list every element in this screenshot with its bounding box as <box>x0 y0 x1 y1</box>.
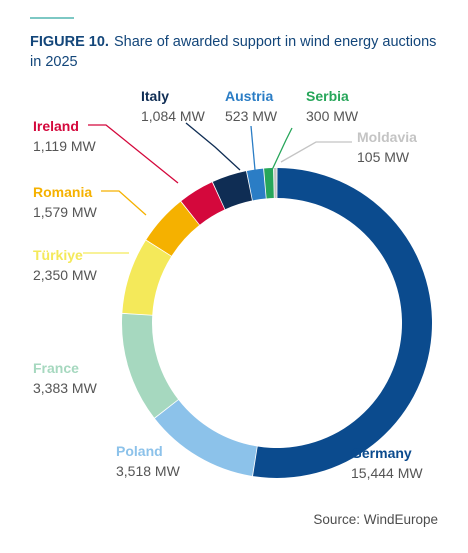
leader-line-moldavia <box>280 141 352 163</box>
slice-austria <box>246 168 266 201</box>
slice-poland <box>154 400 257 476</box>
label-name-serbia: Serbia <box>306 88 349 104</box>
label-value-france: 3,383 MW <box>33 380 98 396</box>
figure-label: FIGURE 10. <box>30 34 109 50</box>
label-value-tu-rkiye: 2,350 MW <box>33 267 98 283</box>
label-value-moldavia: 105 MW <box>357 149 410 165</box>
label-value-poland: 3,518 MW <box>116 463 181 479</box>
figure-caption: Share of awarded support in wind energy … <box>30 34 437 70</box>
label-value-serbia: 300 MW <box>306 108 359 124</box>
label-name-tu-rkiye: Türkiye <box>33 247 83 263</box>
label-name-france: France <box>33 360 79 376</box>
label-value-germany: 15,444 MW <box>351 465 423 481</box>
source-note: Source: WindEurope <box>313 512 438 527</box>
slice-serbia <box>264 168 274 199</box>
slice-germany <box>253 168 432 478</box>
figure-title: FIGURE 10. Share of awarded support in wi… <box>30 32 450 72</box>
title-accent-rule <box>30 17 74 19</box>
slice-france <box>121 313 179 418</box>
leader-line-serbia <box>271 127 293 171</box>
leader-line-ireland <box>88 124 179 184</box>
label-value-romania: 1,579 MW <box>33 204 98 220</box>
label-value-ireland: 1,119 MW <box>33 138 97 154</box>
label-name-austria: Austria <box>225 88 273 104</box>
slice-tu-rkiye <box>122 240 172 315</box>
donut-slices <box>121 168 432 478</box>
label-value-austria: 523 MW <box>225 108 278 124</box>
label-name-germany: Germany <box>351 445 412 461</box>
label-name-ireland: Ireland <box>33 118 79 134</box>
slice-romania <box>146 201 200 256</box>
label-name-romania: Romania <box>33 184 92 200</box>
slice-labels: Germany 15,444 MW Poland 3,518 MW France 3,38… <box>33 88 423 481</box>
slice-ireland <box>181 182 225 225</box>
label-value-italy: 1,084 MW <box>141 108 206 124</box>
leader-line-austria <box>250 125 256 171</box>
label-name-italy: Italy <box>141 88 169 104</box>
label-name-poland: Poland <box>116 443 163 459</box>
leader-line-romania <box>101 190 147 216</box>
slice-moldavia <box>273 168 277 199</box>
slice-italy <box>212 171 253 210</box>
leader-line-italy <box>185 122 241 171</box>
leader-lines <box>83 122 352 254</box>
label-name-moldavia: Moldavia <box>357 129 417 145</box>
